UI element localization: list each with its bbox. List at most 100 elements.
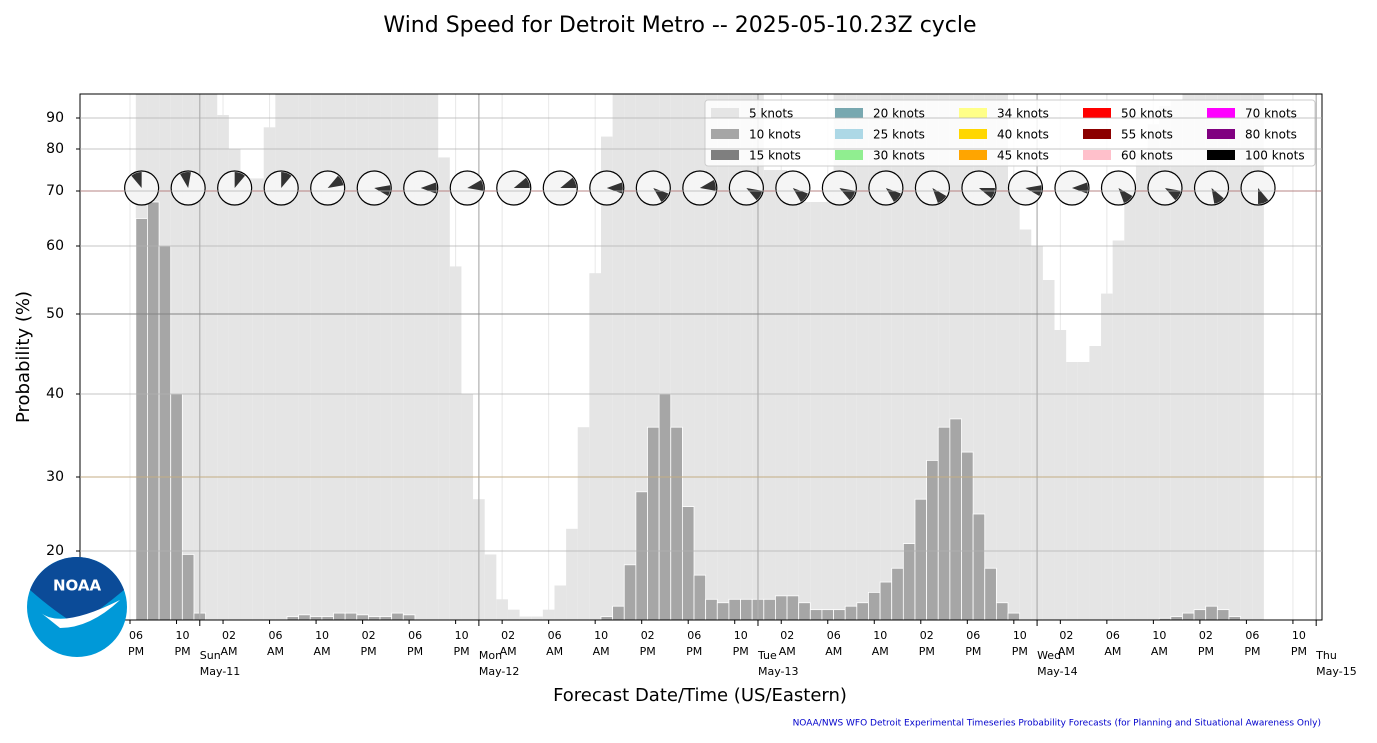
bar <box>321 616 334 620</box>
bar <box>170 393 183 620</box>
legend-label: 30 knots <box>873 149 925 163</box>
bar <box>926 94 939 620</box>
bar <box>984 94 997 620</box>
bar <box>275 94 287 620</box>
bar <box>787 178 799 620</box>
day-label: Thu May-15 <box>1316 649 1357 678</box>
x-tick-label: 02 AM <box>499 629 517 658</box>
bar <box>926 459 939 620</box>
x-tick-label: 06 PM <box>965 629 982 658</box>
bar <box>368 616 381 620</box>
y-tick-label: 30 <box>46 469 64 485</box>
bar <box>624 94 636 620</box>
legend-label: 60 knots <box>1121 149 1173 163</box>
bar <box>1252 94 1264 620</box>
y-tick-label: 50 <box>46 306 64 322</box>
bar <box>298 94 311 620</box>
bar <box>786 595 800 620</box>
bar <box>821 202 834 620</box>
legend-label: 25 knots <box>873 128 925 142</box>
bar <box>647 94 660 620</box>
bar <box>1228 616 1241 620</box>
bar <box>937 426 951 620</box>
x-tick-label: 10 PM <box>453 629 470 658</box>
bar <box>775 595 788 620</box>
bar <box>1217 94 1229 620</box>
bar <box>368 94 381 620</box>
y-tick-label: 40 <box>46 386 64 402</box>
bar <box>681 506 695 620</box>
bar <box>414 94 427 620</box>
bar <box>1205 94 1218 620</box>
bar <box>647 426 660 620</box>
legend-swatch <box>1083 150 1111 160</box>
x-tick-label: 10 PM <box>1290 629 1307 658</box>
bar <box>833 94 846 620</box>
bar <box>623 564 637 620</box>
bar <box>147 201 160 620</box>
bar <box>1170 100 1183 620</box>
bar <box>379 616 393 620</box>
wind-wedge <box>932 188 947 204</box>
wind-wedge <box>1211 188 1224 204</box>
bar <box>263 127 276 620</box>
wind-wedge <box>699 179 716 191</box>
bar <box>868 592 881 620</box>
day-label: Sun May-11 <box>199 649 241 678</box>
bar <box>903 94 915 620</box>
bar <box>519 616 532 620</box>
bar <box>798 602 811 620</box>
bar <box>763 170 776 620</box>
x-tick-label: 10 AM <box>1150 629 1168 658</box>
bar <box>449 266 462 620</box>
bars <box>129 94 1294 620</box>
x-tick-label: 06 AM <box>825 629 843 658</box>
bar <box>135 218 148 620</box>
bar <box>507 609 520 620</box>
wind-wedge <box>281 171 292 188</box>
legend-label: 20 knots <box>873 107 925 121</box>
bar <box>938 94 950 620</box>
bar <box>844 605 858 620</box>
bar <box>961 94 974 620</box>
bar <box>775 170 788 620</box>
legend-swatch <box>959 150 987 160</box>
wind-wedge <box>653 188 669 202</box>
bar <box>1182 94 1195 620</box>
bar <box>426 94 439 620</box>
bar <box>240 178 253 620</box>
bar <box>1077 362 1090 620</box>
wind-wedge <box>885 188 901 202</box>
legend-label: 34 knots <box>997 107 1049 121</box>
bar <box>856 602 869 620</box>
bar <box>1066 362 1078 620</box>
legend-swatch <box>1083 129 1111 139</box>
legend-label: 50 knots <box>1121 107 1173 121</box>
bar <box>1042 280 1055 620</box>
bar <box>717 94 729 620</box>
bar <box>728 94 741 620</box>
day-label: Mon May-12 <box>478 649 520 678</box>
plot-frame <box>79 93 1323 621</box>
legend-label: 100 knots <box>1245 149 1305 163</box>
bar <box>1112 240 1125 620</box>
bar <box>438 157 450 620</box>
bar <box>252 178 264 620</box>
bar <box>566 528 578 620</box>
bar <box>181 554 195 620</box>
legend-swatch <box>835 129 863 139</box>
y-tick-label: 60 <box>46 238 64 254</box>
y-axis-label: Probability (%) <box>13 291 34 423</box>
bar <box>542 609 555 620</box>
bar <box>600 616 614 620</box>
bar <box>310 94 322 620</box>
wind-wedge <box>131 171 142 188</box>
bar <box>705 94 718 620</box>
bar <box>287 94 299 620</box>
legend-label: 45 knots <box>997 149 1049 163</box>
bar <box>763 598 776 620</box>
noaa-logo: NOAA <box>27 557 127 657</box>
bar <box>949 94 962 620</box>
legend-swatch <box>959 108 987 118</box>
